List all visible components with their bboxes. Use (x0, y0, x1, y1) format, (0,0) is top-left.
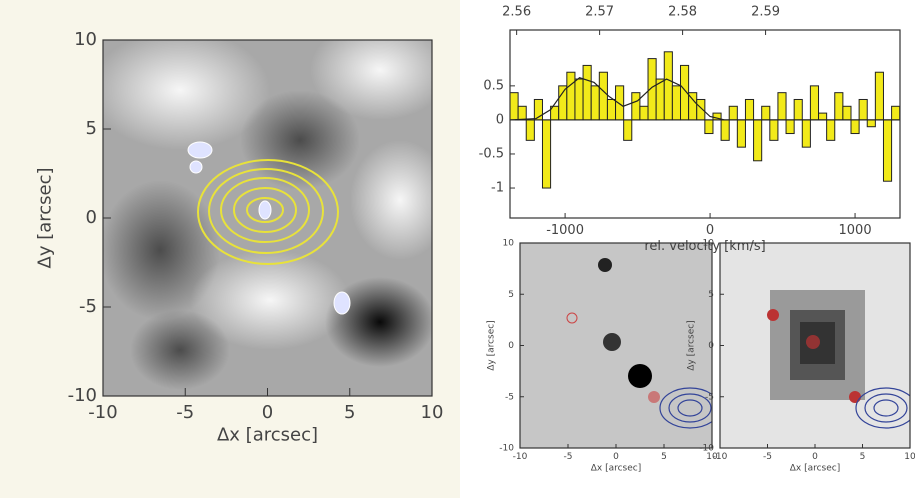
bar (850, 119, 860, 135)
y-tick-label: -5 (79, 296, 97, 317)
x-axis-label: Δx [arcsec] (591, 463, 642, 473)
frame (509, 29, 901, 219)
bar (866, 119, 876, 128)
optical-image (520, 243, 712, 448)
y-axis-label: Δy [arcsec] (487, 320, 497, 371)
bar (834, 92, 844, 121)
x-tick-label: -10 (513, 452, 528, 462)
bar (842, 105, 852, 121)
bar (704, 119, 714, 135)
bar (720, 119, 730, 141)
bar (744, 98, 755, 121)
x-tick-label: 0 (613, 452, 619, 462)
y-tick-label: 10 (74, 29, 97, 50)
bar (655, 78, 665, 121)
y-tick-label: 0 (708, 341, 714, 351)
bar (753, 119, 763, 162)
x-tick-label: -5 (763, 452, 772, 462)
x-tick-label: 5 (661, 452, 667, 462)
bar (631, 92, 641, 121)
y-tick-label: -0.5 (479, 146, 504, 161)
y-tick-label: -1 (491, 181, 504, 196)
bar (818, 112, 828, 121)
y-tick-label: 5 (86, 118, 97, 139)
bar (785, 119, 795, 135)
bar (736, 119, 746, 148)
fit-line (509, 77, 900, 121)
x-tick-label: -10 (713, 452, 728, 462)
x-axis-label: Δx [arcsec] (217, 425, 318, 446)
bar (639, 105, 649, 121)
bar (606, 98, 617, 121)
x2-tick-label: 2.57 (585, 5, 614, 20)
y-tick-label: 0 (86, 207, 97, 228)
bar (558, 85, 568, 121)
bar (761, 105, 771, 121)
x-axis-label: Δx [arcsec] (790, 463, 841, 473)
ir-image (720, 243, 910, 448)
bar (777, 92, 787, 121)
y-tick-label: -5 (705, 392, 714, 402)
x-tick-label: -5 (176, 402, 194, 423)
y-tick-label: -10 (68, 385, 97, 406)
y-tick-label: 0 (496, 112, 504, 127)
x2-tick-label: 2.58 (668, 5, 697, 20)
x-tick-label: 10 (421, 402, 444, 423)
x2-tick-label: 2.59 (751, 5, 780, 20)
bar (525, 119, 535, 141)
y-tick-label: 5 (508, 290, 514, 300)
bar (809, 85, 820, 121)
x-tick-label: 10 (904, 452, 915, 462)
bar (891, 105, 901, 121)
x-tick-label: 10 (706, 452, 718, 462)
bar (874, 71, 884, 121)
y-tick-label: -10 (699, 444, 714, 454)
bar (801, 119, 811, 148)
x-tick-label: -1000 (546, 223, 584, 238)
y-axis-label: Δy [arcsec] (34, 167, 55, 268)
x-tick-label: -5 (564, 452, 573, 462)
bar (574, 78, 584, 121)
x-tick-label: 5 (344, 402, 355, 423)
bar (793, 98, 803, 121)
y-tick-label: -5 (505, 392, 514, 402)
bar (728, 105, 738, 121)
bar (541, 119, 552, 189)
x-tick-label: -10 (88, 402, 117, 423)
bar (882, 119, 893, 182)
x-tick-label: 1000 (839, 223, 872, 238)
bar (769, 119, 779, 141)
x-tick-label: 5 (860, 452, 866, 462)
y-tick-label: 10 (503, 239, 515, 249)
y-axis-label: Δy [arcsec] (687, 320, 697, 371)
y-tick-label: 0.5 (483, 78, 504, 93)
bar (826, 119, 836, 141)
bar (590, 85, 600, 121)
bar (663, 51, 673, 121)
y-tick-label: -10 (499, 444, 514, 454)
main-image (103, 40, 432, 396)
bar (858, 98, 868, 121)
y-tick-label: 0 (508, 341, 514, 351)
bar (671, 85, 681, 121)
bar (623, 119, 633, 141)
bar (582, 64, 592, 121)
x-tick-label: 0 (262, 402, 273, 423)
bar (598, 71, 608, 121)
y-tick-label: 5 (708, 290, 714, 300)
x-tick-label: 0 (706, 223, 714, 238)
bar (615, 85, 625, 121)
bar (517, 105, 527, 121)
bar (509, 92, 519, 121)
bar (566, 71, 576, 121)
y-tick-label: 10 (703, 239, 715, 249)
x-tick-label: 0 (812, 452, 818, 462)
x2-tick-label: 2.56 (502, 5, 531, 20)
